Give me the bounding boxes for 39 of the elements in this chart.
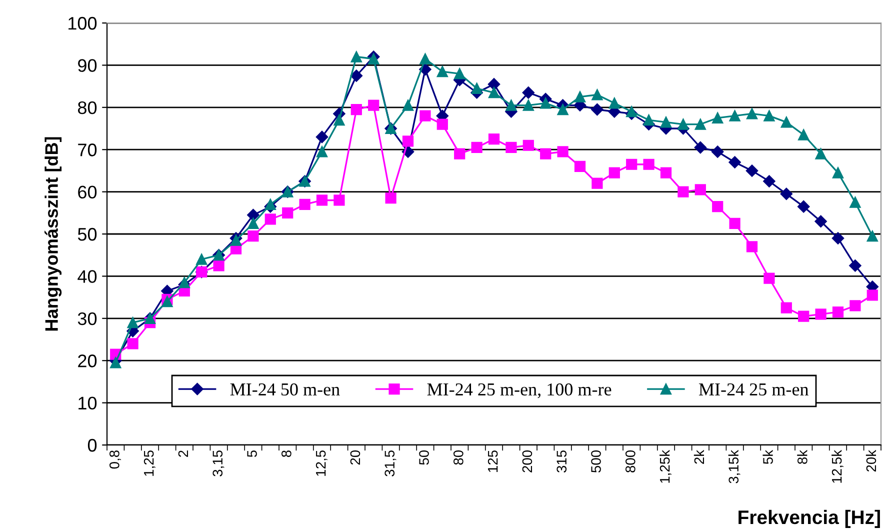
y-tick-label: 70 <box>78 144 97 156</box>
x-tick-label: 12,5 <box>316 450 328 476</box>
x-tick-label: 1,25 <box>144 450 156 476</box>
x-tick-label: 2k <box>694 450 704 464</box>
y-tick-label: 100 <box>68 16 97 30</box>
x-tick-label: 800 <box>625 450 636 472</box>
x-axis-title: Frekvencia [Hz] <box>738 510 880 528</box>
y-tick-label: 30 <box>78 312 97 326</box>
x-tick-label: 80 <box>453 450 464 465</box>
legend-label: MI-24 25 m-en <box>698 383 808 396</box>
x-tick-label: 2 <box>178 450 188 457</box>
x-tick-label: 315 <box>556 450 567 472</box>
x-tick-label: 50 <box>419 450 429 465</box>
x-tick-label: 8k <box>797 450 808 464</box>
legend-label: MI-24 50 m-en <box>230 383 340 396</box>
y-tick-label: 40 <box>78 270 97 283</box>
x-tick-label: 3,15k <box>728 450 740 484</box>
x-tick-label: 5 <box>247 450 257 458</box>
x-tick-label: 8 <box>281 450 292 457</box>
y-axis-title: Hangnyomásszint [dB] <box>44 137 62 331</box>
x-tick-label: 20k <box>866 450 876 472</box>
y-tick-label: 80 <box>78 101 97 114</box>
y-tick-label: 90 <box>78 59 97 72</box>
x-tick-label: 12,5k <box>832 450 844 483</box>
y-tick-label: 0 <box>88 438 97 452</box>
y-tick-label: 50 <box>78 228 97 241</box>
x-tick-label: 500 <box>591 450 601 472</box>
legend-label: MI-24 25 m-en, 100 m-re <box>427 383 612 398</box>
y-tick-label: 20 <box>78 354 97 368</box>
x-tick-label: 3,15 <box>212 450 224 476</box>
x-tick-label: 1,25k <box>660 450 672 483</box>
x-tick-label: 200 <box>522 450 532 472</box>
y-tick-label: 10 <box>78 396 97 410</box>
x-tick-label: 31,5 <box>384 450 396 476</box>
x-tick-label: 125 <box>488 450 498 472</box>
x-tick-label: 20 <box>350 450 360 465</box>
x-tick-label: 5k <box>762 450 773 464</box>
y-tick-label: 60 <box>78 186 97 199</box>
x-tick-label: 0,8 <box>109 450 121 469</box>
